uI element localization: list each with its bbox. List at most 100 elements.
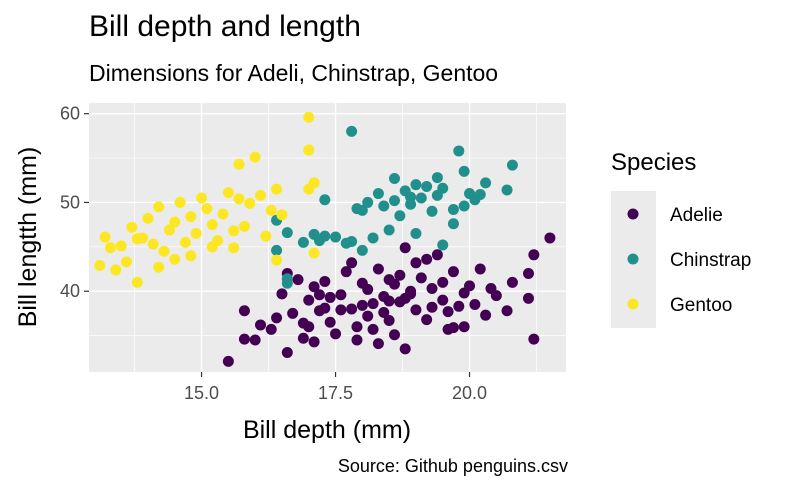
point-adelie <box>442 306 454 318</box>
point-adelie <box>522 267 534 279</box>
point-adelie <box>464 280 476 292</box>
point-adelie <box>340 266 352 278</box>
point-adelie <box>394 269 406 281</box>
point-adelie <box>308 281 320 293</box>
point-chinstrap <box>431 172 443 184</box>
point-chinstrap <box>281 227 293 239</box>
point-adelie <box>410 257 422 269</box>
point-chinstrap <box>362 196 374 208</box>
point-chinstrap <box>346 125 358 137</box>
point-adelie <box>383 274 395 286</box>
point-chinstrap <box>469 194 481 206</box>
point-chinstrap <box>383 224 395 236</box>
y-tick-label: 50 <box>60 192 80 212</box>
point-gentoo <box>233 158 245 170</box>
data-points <box>94 111 556 367</box>
point-adelie <box>351 334 363 346</box>
point-adelie <box>330 328 342 340</box>
point-adelie <box>308 336 320 348</box>
legend-title: Species <box>611 149 696 176</box>
legend-key-adelie <box>627 208 639 220</box>
point-chinstrap <box>458 165 470 177</box>
point-chinstrap <box>453 145 465 157</box>
point-chinstrap <box>281 277 293 289</box>
point-adelie <box>303 321 315 333</box>
point-adelie <box>415 272 427 284</box>
point-adelie <box>447 266 459 278</box>
point-gentoo <box>201 203 213 215</box>
point-gentoo <box>142 212 154 224</box>
point-gentoo <box>190 228 202 240</box>
point-gentoo <box>179 236 191 248</box>
point-chinstrap <box>421 180 433 192</box>
point-gentoo <box>303 111 315 123</box>
point-gentoo <box>228 242 240 254</box>
point-adelie <box>458 321 470 333</box>
point-adelie <box>362 283 374 295</box>
point-adelie <box>378 307 390 319</box>
point-adelie <box>281 346 293 358</box>
point-adelie <box>335 304 347 316</box>
point-chinstrap <box>405 191 417 203</box>
point-adelie <box>421 253 433 265</box>
point-gentoo <box>104 242 116 254</box>
point-chinstrap <box>388 195 400 207</box>
point-gentoo <box>163 224 175 236</box>
point-gentoo <box>126 221 138 233</box>
point-chinstrap <box>506 159 518 171</box>
point-adelie <box>351 321 363 333</box>
x-tick-label: 20.0 <box>452 383 487 403</box>
x-tick-label: 15.0 <box>184 383 219 403</box>
x-tick-label: 17.5 <box>318 383 353 403</box>
point-adelie <box>319 302 331 314</box>
point-adelie <box>431 249 443 261</box>
point-adelie <box>346 303 358 315</box>
point-adelie <box>367 323 379 335</box>
point-gentoo <box>260 230 272 242</box>
legend-label-chinstrap: Chinstrap <box>670 250 751 271</box>
point-adelie <box>271 312 283 324</box>
point-adelie <box>383 315 395 327</box>
point-gentoo <box>222 187 234 199</box>
point-adelie <box>287 307 299 319</box>
legend-label-gentoo: Gentoo <box>670 295 732 316</box>
point-adelie <box>447 322 459 334</box>
point-adelie <box>410 304 422 316</box>
point-chinstrap <box>458 200 470 212</box>
point-chinstrap <box>447 204 459 216</box>
point-adelie <box>324 291 336 303</box>
point-adelie <box>453 300 465 312</box>
point-adelie <box>528 333 540 345</box>
point-gentoo <box>228 225 240 237</box>
point-gentoo <box>169 253 181 265</box>
point-adelie <box>383 295 395 307</box>
point-adelie <box>480 309 492 321</box>
point-adelie <box>485 283 497 295</box>
legend-key-gentoo <box>627 298 639 310</box>
point-adelie <box>544 232 556 244</box>
point-chinstrap <box>388 172 400 184</box>
point-chinstrap <box>367 232 379 244</box>
x-axis: 15.0 17.5 20.0 <box>184 372 487 403</box>
point-gentoo <box>174 196 186 208</box>
point-gentoo <box>206 219 218 231</box>
chart-title: Bill depth and length <box>89 10 361 43</box>
point-gentoo <box>271 183 283 195</box>
point-gentoo <box>121 256 133 268</box>
point-gentoo <box>255 189 267 201</box>
point-gentoo <box>94 259 106 271</box>
point-adelie <box>249 334 261 346</box>
chart-caption: Source: Github penguins.csv <box>337 456 568 476</box>
point-gentoo <box>153 261 165 273</box>
point-adelie <box>437 294 449 306</box>
point-gentoo <box>308 177 320 189</box>
point-adelie <box>399 343 411 355</box>
point-adelie <box>222 355 234 367</box>
point-adelie <box>437 276 449 288</box>
point-chinstrap <box>297 236 309 248</box>
point-adelie <box>238 305 250 317</box>
point-adelie <box>405 288 417 300</box>
point-adelie <box>255 319 267 331</box>
point-gentoo <box>249 151 261 163</box>
point-adelie <box>367 298 379 310</box>
